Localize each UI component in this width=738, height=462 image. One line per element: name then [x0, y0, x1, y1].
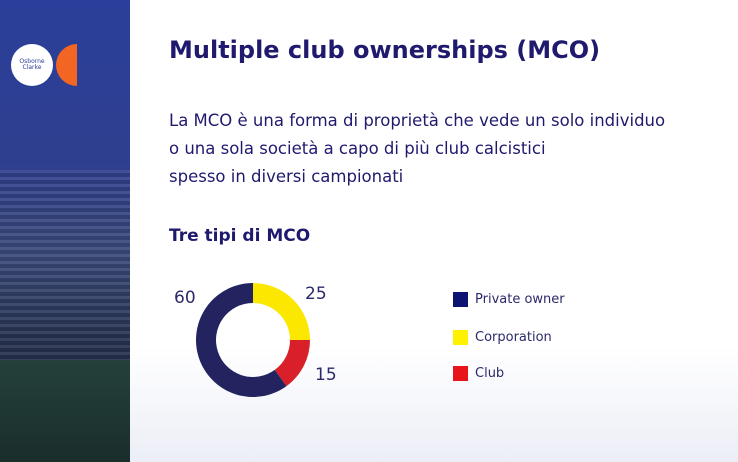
osborne-clarke-logo: Osborne Clarke — [11, 44, 53, 86]
legend-label: Corporation — [475, 330, 552, 345]
label-private-owner: 60 — [174, 288, 196, 308]
legend-swatch — [453, 366, 468, 381]
legend-swatch — [453, 330, 468, 345]
legend-label: Private owner — [475, 292, 565, 307]
legend-item-corporation: Corporation — [453, 330, 552, 345]
logo-half-circle — [56, 44, 77, 86]
legend-item-private-owner: Private owner — [453, 292, 565, 307]
stadium-stands — [0, 170, 130, 360]
donut-slice-corporation — [253, 283, 310, 340]
donut-slice-club — [274, 340, 310, 387]
legend-swatch — [453, 292, 468, 307]
logo-text: Osborne Clarke — [19, 57, 45, 71]
page-title: Multiple club ownerships (MCO) — [169, 36, 601, 64]
description-line: La MCO è una forma di proprietà che vede… — [169, 111, 666, 130]
pitch — [0, 360, 130, 462]
chart-title: Tre tipi di MCO — [169, 226, 311, 246]
description-line: spesso in diversi campionati — [169, 167, 404, 186]
description: La MCO è una forma di proprietà che vede… — [169, 107, 665, 191]
legend-label: Club — [475, 366, 505, 381]
description-line: o una sola società a capo di più club ca… — [169, 139, 546, 158]
label-club: 15 — [315, 365, 337, 385]
donut-slice-private-owner — [195, 283, 287, 398]
label-corporation: 25 — [305, 284, 327, 304]
stadium-side-image: Osborne Clarke — [0, 0, 130, 462]
legend-item-club: Club — [453, 366, 504, 381]
